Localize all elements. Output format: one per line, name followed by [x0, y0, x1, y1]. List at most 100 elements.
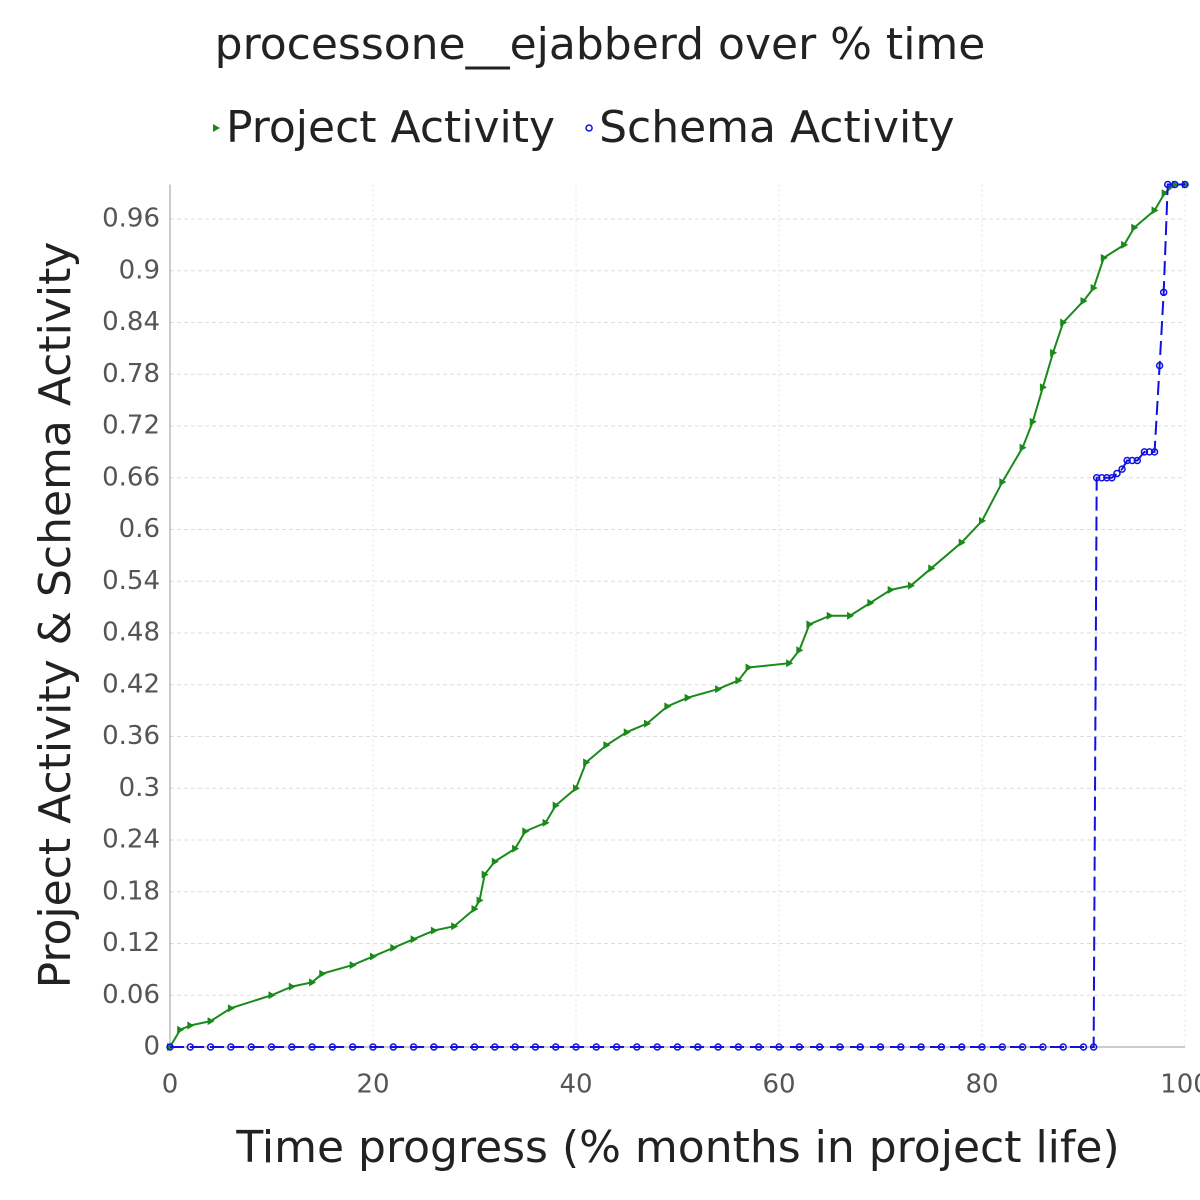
y-tick-label: 0.9 — [119, 255, 160, 285]
y-tick-label: 0.48 — [102, 618, 160, 648]
data-point — [623, 728, 631, 737]
data-point — [612, 1043, 621, 1051]
y-tick-label: 0.3 — [119, 773, 160, 803]
data-point — [166, 1043, 174, 1051]
data-point — [653, 1043, 661, 1051]
data-point — [754, 1043, 763, 1051]
data-point — [1108, 474, 1116, 482]
data-point — [430, 926, 438, 935]
data-point — [348, 1043, 357, 1051]
data-point — [796, 646, 804, 655]
data-point — [267, 1043, 276, 1051]
data-point — [186, 1043, 195, 1051]
data-point — [430, 1043, 438, 1051]
data-point — [370, 952, 377, 961]
data-point — [542, 818, 550, 827]
data-point — [815, 1043, 824, 1051]
y-tick-label: 0.66 — [102, 462, 160, 492]
data-point — [1092, 474, 1101, 482]
data-point — [664, 702, 672, 711]
data-point — [1159, 288, 1168, 297]
data-point — [551, 1043, 560, 1051]
y-tick-label: 0.96 — [102, 204, 160, 234]
y-tick-label: 0.78 — [102, 359, 160, 389]
data-point — [1090, 284, 1098, 292]
data-point — [1155, 361, 1164, 370]
data-point — [715, 685, 723, 694]
data-point — [349, 961, 357, 970]
series-line — [170, 183, 1185, 1048]
data-point — [1018, 1043, 1027, 1051]
data-point — [409, 1043, 418, 1051]
y-tick-label: 0.84 — [102, 307, 160, 337]
x-tick-label: 80 — [965, 1070, 998, 1100]
data-point — [1128, 456, 1136, 465]
x-tick-label: 40 — [559, 1070, 592, 1100]
data-point — [451, 922, 459, 931]
data-point — [1181, 180, 1189, 189]
y-tick-label: 0.72 — [102, 411, 160, 441]
data-point — [1118, 465, 1126, 473]
data-point — [1039, 383, 1047, 392]
data-point — [897, 1043, 905, 1051]
data-point — [491, 857, 499, 866]
data-point — [1050, 348, 1058, 357]
data-point — [369, 1043, 377, 1051]
data-point — [806, 620, 814, 629]
data-point — [978, 1043, 986, 1051]
chart-title: processone__ejabberd over % time — [215, 19, 986, 70]
x-axis-title: Time progress (% months in project life) — [235, 1122, 1119, 1173]
plot-area — [170, 182, 1185, 1047]
y-tick-label: 0.54 — [102, 566, 160, 596]
data-point — [1098, 474, 1106, 482]
data-point — [328, 1043, 337, 1051]
data-point — [684, 693, 692, 702]
data-point — [1121, 240, 1129, 249]
data-point — [745, 663, 753, 672]
data-point — [1113, 469, 1121, 478]
data-point — [491, 1043, 499, 1051]
data-point — [572, 1043, 580, 1051]
data-point — [1060, 318, 1068, 327]
y-tick-label: 0.12 — [102, 928, 160, 958]
data-point — [308, 1043, 316, 1051]
y-tick-label: 0.24 — [102, 825, 160, 855]
data-point — [522, 827, 530, 836]
data-point — [917, 1043, 925, 1051]
data-point — [633, 1043, 641, 1051]
data-point — [795, 1043, 804, 1051]
data-point — [826, 611, 834, 620]
data-point — [958, 538, 966, 547]
data-point — [247, 1043, 255, 1051]
data-point — [1140, 448, 1149, 456]
x-tick-label: 60 — [762, 1070, 795, 1100]
legend-label: Schema Activity — [599, 102, 954, 153]
data-point — [481, 870, 489, 879]
data-point — [390, 943, 398, 952]
data-point — [998, 1043, 1007, 1051]
data-point — [734, 1043, 743, 1051]
x-tick-label: 0 — [162, 1070, 179, 1100]
data-point — [288, 1043, 296, 1051]
data-point — [957, 1043, 966, 1051]
data-point — [887, 585, 895, 594]
data-point — [836, 1043, 844, 1051]
data-point — [268, 991, 276, 1000]
data-point — [775, 1043, 783, 1051]
data-point — [867, 598, 875, 607]
data-point — [450, 1043, 458, 1051]
data-point — [1145, 448, 1154, 456]
data-point — [735, 676, 743, 685]
data-point — [207, 1017, 215, 1026]
data-point — [856, 1043, 864, 1051]
data-point — [389, 1043, 398, 1051]
data-point — [592, 1043, 601, 1051]
x-tick-label: 100 — [1160, 1070, 1200, 1100]
data-point — [1163, 180, 1172, 189]
data-point — [1089, 1043, 1098, 1051]
data-point — [786, 659, 794, 668]
data-point — [1161, 189, 1169, 198]
data-point — [206, 1043, 215, 1051]
data-point — [410, 935, 418, 944]
